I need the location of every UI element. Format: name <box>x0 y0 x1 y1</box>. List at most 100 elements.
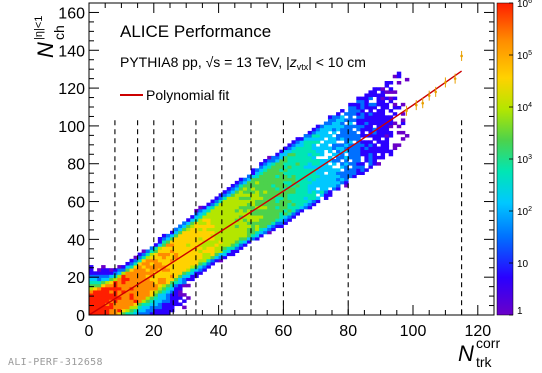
heatmap-cell <box>259 212 264 216</box>
heatmap-cell <box>259 230 264 235</box>
heatmap-cell <box>89 274 94 278</box>
heatmap-cell <box>230 193 236 197</box>
heatmap-cell <box>332 146 337 151</box>
heatmap-cell <box>242 218 248 222</box>
heatmap-cell <box>332 171 337 175</box>
heatmap-cell <box>344 124 349 129</box>
heatmap-cell <box>93 283 98 288</box>
heatmap-cell <box>352 155 357 160</box>
heatmap-cell <box>121 271 126 275</box>
heatmap-cell <box>299 165 305 169</box>
heatmap-cell <box>174 274 179 278</box>
heatmap-cell <box>340 127 345 132</box>
heatmap-cell <box>93 296 98 300</box>
heatmap-cell <box>109 302 114 307</box>
heatmap-cell <box>101 286 106 291</box>
heatmap-cell <box>344 137 349 141</box>
heatmap-cell <box>113 277 118 282</box>
heatmap-cell <box>307 146 313 151</box>
heatmap-cell <box>352 124 357 129</box>
heatmap-cell <box>149 265 155 269</box>
heatmap-cell <box>153 249 159 253</box>
heatmap-cell <box>174 246 179 250</box>
error-point <box>460 54 463 58</box>
heatmap-cell <box>295 137 300 141</box>
heatmap-cell <box>101 308 106 313</box>
heatmap-cell <box>230 243 236 247</box>
heatmap-cell <box>226 252 232 257</box>
heatmap-cell <box>165 296 171 300</box>
heatmap-cell <box>255 230 260 235</box>
heatmap-cell <box>246 237 252 241</box>
class-divider-lines <box>114 120 463 315</box>
heatmap-cell <box>283 162 288 166</box>
heatmap-cell <box>190 240 195 244</box>
heatmap-cell <box>161 249 167 253</box>
heatmap-cell <box>161 311 167 316</box>
heatmap-cell <box>186 252 191 257</box>
heatmap-cell <box>105 299 110 303</box>
heatmap-cell <box>295 190 300 194</box>
heatmap-cell <box>251 237 256 241</box>
heatmap-cell <box>384 84 390 88</box>
heatmap-cell <box>380 115 386 119</box>
heatmap-cell <box>360 105 365 110</box>
heatmap-cell <box>291 168 296 172</box>
heatmap-cell <box>218 196 224 200</box>
heatmap-cell <box>170 271 175 275</box>
heatmap-cell <box>396 74 402 79</box>
heatmap-cell <box>352 112 357 116</box>
heatmap-cell <box>149 249 155 253</box>
heatmap-cell <box>125 286 130 291</box>
heatmap-cell <box>230 187 236 191</box>
heatmap-cell <box>101 293 106 297</box>
heatmap-cell <box>384 96 390 101</box>
heatmap-cell <box>319 183 325 188</box>
heatmap-cell <box>202 258 207 263</box>
heatmap-cell <box>279 174 284 179</box>
heatmap-cell <box>372 162 377 166</box>
heatmap-cell <box>117 277 122 282</box>
heatmap-cell <box>271 174 276 179</box>
heatmap-cell <box>380 96 386 101</box>
heatmap-cell <box>206 258 211 263</box>
heatmap-cell <box>170 293 175 297</box>
heatmap-cell <box>145 252 151 257</box>
heatmap-cell <box>109 293 114 297</box>
heatmap-cell <box>109 305 114 310</box>
heatmap-cell <box>356 159 361 163</box>
heatmap-cell <box>368 96 373 101</box>
heatmap-cell <box>327 118 333 122</box>
heatmap-cell <box>267 159 272 163</box>
heatmap-cell <box>129 280 134 285</box>
heatmap-cell <box>352 168 357 172</box>
heatmap-cell <box>210 258 215 263</box>
heatmap-cell <box>380 155 386 160</box>
heatmap-cell <box>214 255 219 260</box>
heatmap-cell <box>161 308 167 313</box>
heatmap-cell <box>226 243 232 247</box>
heatmap-cell <box>246 202 252 207</box>
heatmap-cell <box>230 252 236 257</box>
heatmap-cell <box>259 180 264 185</box>
heatmap-cell <box>259 233 264 238</box>
heatmap-cell <box>133 271 138 275</box>
heatmap-cell <box>311 159 317 163</box>
heatmap-cell <box>125 268 130 272</box>
heatmap-cell <box>255 224 260 229</box>
heatmap-cell <box>259 193 264 197</box>
heatmap-cell <box>153 296 159 300</box>
heatmap-cell <box>165 271 171 275</box>
heatmap-cell <box>222 221 228 225</box>
heatmap-cell <box>279 159 284 163</box>
heatmap-cell <box>336 115 341 119</box>
heatmap-cell <box>344 140 349 144</box>
heatmap-cell <box>153 299 159 303</box>
heatmap-cell <box>190 243 195 247</box>
heatmap-cell <box>368 134 373 138</box>
heatmap-cell <box>263 159 268 163</box>
heatmap-cell <box>251 215 256 219</box>
heatmap-cell <box>380 87 386 91</box>
heatmap-cell <box>307 134 313 138</box>
